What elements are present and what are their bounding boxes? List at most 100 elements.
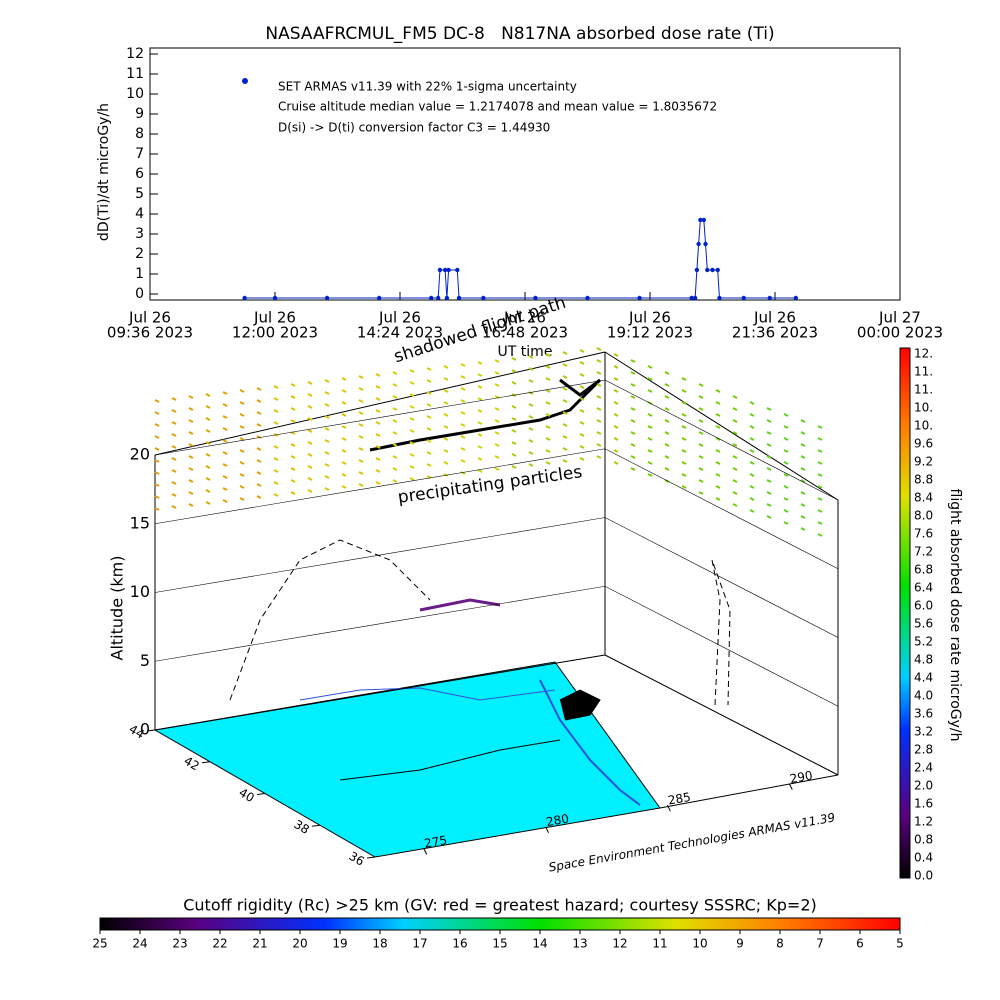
particle-dash: [817, 521, 823, 525]
particle-dash: [460, 423, 466, 427]
particle-dash: [273, 421, 279, 425]
x-tick-label: Jul 27: [878, 309, 921, 327]
particle-dash: [341, 437, 347, 441]
particle-dash: [681, 473, 687, 477]
particle-dash: [800, 503, 806, 507]
flight-cluster: [559, 689, 601, 721]
legend-label: SET ARMAS v11.39 with 22% 1-sigma uncert…: [278, 80, 577, 94]
particle-dash: [732, 443, 738, 447]
latitude-tick-label: 38: [292, 817, 312, 837]
particle-dash: [749, 509, 755, 513]
particle-dash: [681, 425, 687, 429]
particle-dash: [613, 353, 619, 357]
particle-dash: [477, 433, 483, 437]
particle-dash: [290, 383, 296, 387]
particle-dash: [749, 461, 755, 465]
particle-dash: [307, 429, 313, 433]
dose-colorbar-label: 0.0: [914, 869, 933, 883]
particle-dash: [511, 381, 517, 385]
particle-dash: [341, 389, 347, 393]
particle-dash: [664, 443, 670, 447]
particle-dash: [341, 461, 347, 465]
particle-dash: [205, 465, 211, 469]
particle-dash: [579, 361, 585, 365]
particle-dash: [171, 481, 177, 485]
particle-dash: [511, 441, 517, 445]
particle-dash: [477, 469, 483, 473]
particle-dash: [171, 493, 177, 497]
particle-dash: [783, 521, 789, 525]
rigidity-tick-label: 21: [252, 937, 267, 951]
particle-dash: [783, 473, 789, 477]
particle-dash: [154, 459, 160, 463]
particle-dash: [426, 367, 432, 371]
particle-dash: [324, 379, 330, 383]
particle-dash: [596, 431, 602, 435]
particle-dash: [596, 359, 602, 363]
y-tick-label: 9: [135, 106, 144, 122]
particle-dash: [783, 413, 789, 417]
particle-dash: [749, 413, 755, 417]
particle-dash: [766, 443, 772, 447]
dose-colorbar: [899, 347, 911, 879]
data-point: [272, 295, 278, 301]
dose-colorbar-label: 6.0: [914, 599, 933, 613]
particle-dash: [766, 455, 772, 459]
particle-dash: [222, 391, 228, 395]
particle-dash: [528, 403, 534, 407]
dose-colorbar-label: 11.: [914, 383, 933, 397]
particle-dash: [562, 459, 568, 463]
particle-dash: [545, 377, 551, 381]
rigidity-tick-label: 7: [816, 937, 824, 951]
altitude-tick-label: 20: [130, 445, 150, 464]
particle-dash: [579, 409, 585, 413]
particle-dash: [477, 421, 483, 425]
particle-dash: [596, 383, 602, 387]
particle-dash: [766, 467, 772, 471]
dose-colorbar-label: 8.0: [914, 509, 933, 523]
particle-dash: [494, 359, 500, 363]
particle-dash: [528, 427, 534, 431]
data-point: [692, 295, 698, 301]
particle-dash: [630, 371, 636, 375]
particle-dash: [324, 415, 330, 419]
dose-colorbar-label: 10.: [914, 419, 933, 433]
particle-dash: [341, 449, 347, 453]
particle-dash: [528, 355, 534, 359]
particle-dash: [664, 419, 670, 423]
particle-dash: [460, 459, 466, 463]
dose-colorbar-label: 10.: [914, 401, 933, 415]
particle-dash: [171, 505, 177, 509]
particles-label: precipitating particles: [397, 462, 584, 508]
particle-dash: [817, 485, 823, 489]
rigidity-tick-label: 20: [292, 937, 307, 951]
particle-dash: [528, 367, 534, 371]
y-tick-label: 0: [135, 286, 144, 302]
particle-dash: [256, 387, 262, 391]
dose-colorbar-label: 6.4: [914, 581, 933, 595]
data-point: [242, 295, 247, 301]
particle-dash: [579, 373, 585, 377]
dose-colorbar-label: 2.8: [914, 743, 933, 757]
particle-dash: [715, 461, 721, 465]
particle-dash: [358, 471, 364, 475]
data-point: [435, 295, 441, 301]
particle-dash: [290, 467, 296, 471]
particle-dash: [324, 439, 330, 443]
particle-dash: [358, 435, 364, 439]
particle-dash: [375, 433, 381, 437]
particle-dash: [647, 377, 653, 381]
particle-dash: [341, 413, 347, 417]
particle-dash: [392, 371, 398, 375]
latitude-tick: [256, 793, 266, 795]
particle-dash: [222, 475, 228, 479]
particle-dash: [783, 509, 789, 513]
particle-dash: [222, 451, 228, 455]
particle-dash: [562, 351, 568, 355]
longitude-tick: [788, 783, 793, 790]
particle-dash: [205, 405, 211, 409]
data-point: [694, 267, 700, 273]
particle-dash: [630, 467, 636, 471]
particle-dash: [426, 463, 432, 467]
particle-dash: [392, 407, 398, 411]
